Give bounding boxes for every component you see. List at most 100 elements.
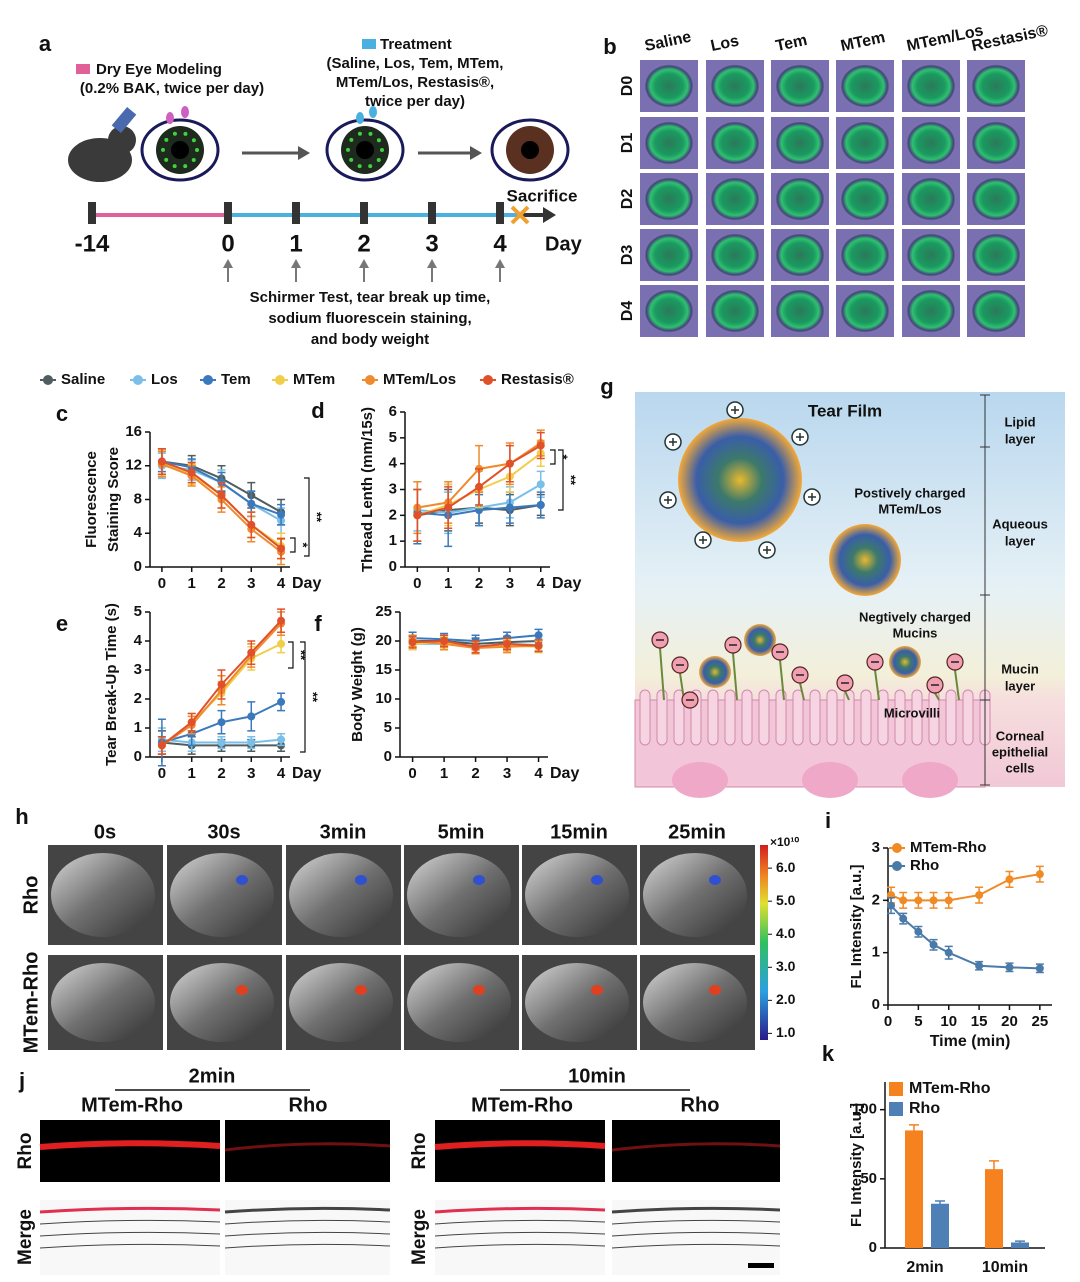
marker (534, 641, 543, 650)
stain-dot (191, 138, 196, 143)
stain-dot (183, 164, 188, 169)
marker (975, 961, 984, 970)
marker (247, 499, 256, 508)
row-label: D1 (619, 133, 636, 154)
x-tick-label: 0 (158, 575, 166, 592)
legend-marker (892, 843, 902, 853)
legend-label: Los (151, 371, 178, 388)
y-axis-label: Body Weight (g) (349, 627, 366, 742)
layer-label: layer (1005, 533, 1035, 548)
marker (277, 697, 286, 706)
layer-label: Lipid (1004, 414, 1035, 429)
time-label: 3min (320, 821, 367, 843)
stain-dot (376, 158, 381, 163)
cornea (971, 233, 1021, 277)
x-axis-label: Day (292, 575, 321, 592)
tissue-line (434, 1206, 606, 1214)
stain-dot (376, 138, 381, 143)
rho-signal (224, 1142, 391, 1152)
marker (187, 718, 196, 727)
nucleus (902, 762, 958, 798)
cation-sign (808, 493, 816, 501)
x-tick-label: 2min (906, 1259, 943, 1276)
marker (277, 510, 286, 519)
bar (1011, 1242, 1029, 1248)
group-label: MTem-Rho (471, 1094, 573, 1116)
merge-image (612, 1200, 780, 1275)
scale-bar (748, 1263, 774, 1268)
arrow-head (298, 146, 310, 160)
panel-label: b (603, 34, 616, 59)
colorbar (760, 845, 768, 1040)
legend-label: MTem/Los (383, 371, 456, 388)
y-tick-label: 1 (134, 719, 142, 736)
cornea (840, 233, 890, 277)
y-axis-label: FL Intensity [a.u.] (848, 865, 865, 989)
significance: ** (306, 692, 321, 703)
marker (157, 741, 166, 750)
legend-marker (365, 375, 375, 385)
legend-swatch (889, 1082, 903, 1096)
marker (247, 712, 256, 721)
x-tick-label: 4 (534, 765, 543, 782)
arrow-head (470, 146, 482, 160)
signal (473, 875, 485, 885)
cornea (840, 64, 890, 108)
x-tick-label: 3 (247, 765, 255, 782)
mouse-head (289, 853, 393, 937)
timeline-tick (428, 202, 436, 224)
modeling-title: Dry Eye Modeling (96, 61, 222, 78)
x-tick-label: 0 (884, 1013, 892, 1030)
legend-label: Restasis® (501, 371, 574, 388)
cornea (971, 289, 1021, 333)
row-label: D3 (619, 245, 636, 266)
significance-bracket (288, 641, 294, 669)
mouse-head (525, 853, 629, 937)
cornea (906, 64, 956, 108)
marker (247, 738, 256, 747)
legend-marker (483, 375, 493, 385)
tissue-line (224, 1243, 391, 1249)
stain-dot (349, 157, 354, 162)
marker (914, 896, 923, 905)
marker (413, 511, 422, 520)
y-tick-label: 4 (134, 524, 143, 541)
marker (217, 680, 226, 689)
time-label: 30s (207, 821, 240, 843)
legend-marker (43, 375, 53, 385)
cornea (644, 177, 694, 221)
row-label: MTem-Rho (20, 952, 42, 1054)
timeline-tick (292, 202, 300, 224)
cornea (644, 121, 694, 165)
cornea (906, 121, 956, 165)
stain-dot (172, 164, 177, 169)
panel-label: a (39, 31, 52, 56)
eye-pupil (521, 141, 539, 159)
row-label: Rho (20, 876, 42, 915)
tissue-line (434, 1231, 606, 1237)
colorbar-label: 3.0 (776, 958, 796, 974)
y-tick-label: 0 (872, 996, 880, 1013)
x-tick-label: 10min (982, 1259, 1028, 1276)
tissue-line (224, 1219, 391, 1225)
stain-dot (349, 137, 354, 142)
mouse-head (51, 963, 155, 1042)
test-arrow-head (291, 259, 301, 268)
x-tick-label: 10 (940, 1013, 957, 1030)
cornea (710, 177, 760, 221)
mucin-strand (779, 659, 785, 701)
cornea (840, 121, 890, 165)
tests: Schirmer Test, tear break up time, (250, 289, 491, 306)
signal (591, 985, 603, 995)
series-line (890, 904, 1040, 970)
timeline-tick (88, 202, 96, 224)
y-tick-label: 10 (375, 690, 392, 707)
signal (709, 875, 721, 885)
x-axis-label: Day (550, 765, 579, 782)
marker (505, 459, 514, 468)
cornea (710, 64, 760, 108)
stain-dot (191, 158, 196, 163)
layer-label: Corneal (996, 728, 1044, 743)
cornea (710, 233, 760, 277)
stain-dot (164, 157, 169, 162)
